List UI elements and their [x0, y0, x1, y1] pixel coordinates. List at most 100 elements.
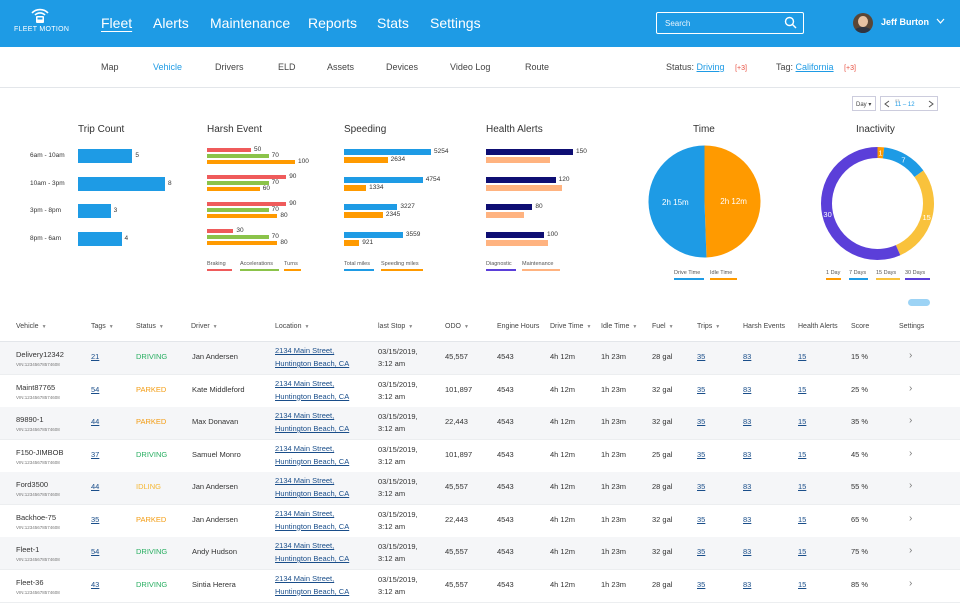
nav-stats[interactable]: Stats [377, 15, 409, 31]
driver-name[interactable]: Sintia Herera [192, 580, 236, 589]
trip-count-bar[interactable] [78, 177, 165, 191]
column-header-health-alerts[interactable]: Health Alerts [798, 322, 850, 331]
vehicle-name[interactable]: Fleet-36 [16, 578, 44, 587]
row-settings-chevron-icon[interactable]: › [909, 383, 912, 394]
chevron-left-icon[interactable] [884, 100, 890, 108]
speeding-bar[interactable] [344, 232, 403, 238]
harsh-event-bar[interactable] [207, 181, 269, 185]
avatar[interactable] [853, 13, 873, 33]
column-header-engine-hours[interactable]: Engine Hours [497, 322, 549, 331]
tab-devices[interactable]: Devices [386, 62, 418, 72]
health-alerts-link[interactable]: 15 [798, 547, 806, 556]
location-link[interactable]: Huntington Beach, CA [275, 487, 349, 500]
harsh-event-bar[interactable] [207, 229, 233, 233]
date-range[interactable]: 11 – 12 [895, 102, 915, 108]
location-link[interactable]: Huntington Beach, CA [275, 390, 349, 403]
location-link[interactable]: 2134 Main Street, [275, 377, 334, 390]
collapse-stats-toggle[interactable] [908, 299, 930, 306]
location-link[interactable]: Huntington Beach, CA [275, 552, 349, 565]
nav-alerts[interactable]: Alerts [153, 15, 189, 31]
row-settings-chevron-icon[interactable]: › [909, 513, 912, 524]
user-name[interactable]: Jeff Burton [881, 17, 929, 27]
health-alert-diagnostic-bar[interactable] [486, 204, 532, 210]
driver-name[interactable]: Max Donavan [192, 417, 238, 426]
health-alerts-link[interactable]: 15 [798, 385, 806, 394]
harsh-events-link[interactable]: 83 [743, 450, 751, 459]
speeding-bar[interactable] [344, 185, 366, 191]
harsh-event-bar[interactable] [207, 148, 251, 152]
harsh-event-bar[interactable] [207, 235, 269, 239]
health-alert-maintenance-bar[interactable] [486, 212, 524, 218]
trips-link[interactable]: 35 [697, 450, 705, 459]
tags-count-link[interactable]: 44 [91, 417, 99, 426]
column-header-idle-time[interactable]: Idle Time▼ [601, 322, 653, 332]
sort-arrow-icon[interactable]: ▼ [715, 324, 720, 330]
tags-count-link[interactable]: 37 [91, 450, 99, 459]
location-link[interactable]: Huntington Beach, CA [275, 422, 349, 435]
location-link[interactable]: 2134 Main Street, [275, 507, 334, 520]
tag-filter[interactable]: Tag: California [+3] [776, 62, 856, 72]
period-select[interactable]: Day ▾ [852, 96, 876, 111]
status-filter-value[interactable]: Driving [697, 62, 725, 72]
location-link[interactable]: 2134 Main Street, [275, 409, 334, 422]
tab-video-log[interactable]: Video Log [450, 62, 490, 72]
harsh-event-bar[interactable] [207, 154, 269, 158]
tab-route[interactable]: Route [525, 62, 549, 72]
status-filter[interactable]: Status: Driving [+3] [666, 62, 747, 72]
location-link[interactable]: 2134 Main Street, [275, 539, 334, 552]
location-link[interactable]: 2134 Main Street, [275, 572, 334, 585]
status-filter-count[interactable]: [+3] [735, 65, 747, 72]
health-alerts-link[interactable]: 15 [798, 580, 806, 589]
nav-settings[interactable]: Settings [430, 15, 481, 31]
health-alerts-link[interactable]: 15 [798, 450, 806, 459]
search-box[interactable] [656, 12, 804, 34]
tab-map[interactable]: Map [101, 62, 119, 72]
tab-assets[interactable]: Assets [327, 62, 354, 72]
driver-name[interactable]: Samuel Monro [192, 450, 241, 459]
column-header-drive-time[interactable]: Drive Time▼ [550, 322, 602, 332]
trip-count-bar[interactable] [78, 149, 132, 163]
column-header-status[interactable]: Status▼ [136, 322, 188, 332]
sort-arrow-icon[interactable]: ▼ [632, 324, 637, 330]
sort-arrow-icon[interactable]: ▼ [42, 324, 47, 330]
harsh-event-bar[interactable] [207, 241, 277, 245]
vehicle-name[interactable]: F150-JIMBOB [16, 448, 64, 457]
chevron-right-icon[interactable] [928, 100, 934, 108]
nav-fleet[interactable]: Fleet [101, 15, 132, 31]
driver-name[interactable]: Kate Middleford [192, 385, 245, 394]
row-settings-chevron-icon[interactable]: › [909, 480, 912, 491]
speeding-bar[interactable] [344, 149, 431, 155]
harsh-events-link[interactable]: 83 [743, 482, 751, 491]
health-alert-diagnostic-bar[interactable] [486, 149, 573, 155]
fleet-motion-logo[interactable]: FLEET MOTION [14, 5, 66, 43]
row-settings-chevron-icon[interactable]: › [909, 448, 912, 459]
column-header-driver[interactable]: Driver▼ [191, 322, 243, 332]
health-alerts-link[interactable]: 15 [798, 515, 806, 524]
health-alert-diagnostic-bar[interactable] [486, 177, 556, 183]
search-input[interactable] [657, 13, 783, 33]
row-settings-chevron-icon[interactable]: › [909, 415, 912, 426]
trips-link[interactable]: 35 [697, 547, 705, 556]
harsh-events-link[interactable]: 83 [743, 547, 751, 556]
sort-arrow-icon[interactable]: ▼ [464, 324, 469, 330]
sort-arrow-icon[interactable]: ▼ [408, 324, 413, 330]
speeding-bar[interactable] [344, 177, 423, 183]
harsh-events-link[interactable]: 83 [743, 417, 751, 426]
health-alert-maintenance-bar[interactable] [486, 240, 548, 246]
tags-count-link[interactable]: 35 [91, 515, 99, 524]
harsh-events-link[interactable]: 83 [743, 352, 751, 361]
column-header-vehicle[interactable]: Vehicle▼ [16, 322, 68, 332]
speeding-bar[interactable] [344, 240, 359, 246]
location-link[interactable]: Huntington Beach, CA [275, 455, 349, 468]
trip-count-bar[interactable] [78, 204, 111, 218]
location-link[interactable]: 2134 Main Street, [275, 442, 334, 455]
sort-arrow-icon[interactable]: ▼ [213, 324, 218, 330]
nav-maintenance[interactable]: Maintenance [210, 15, 290, 31]
harsh-events-link[interactable]: 83 [743, 580, 751, 589]
speeding-bar[interactable] [344, 157, 388, 163]
